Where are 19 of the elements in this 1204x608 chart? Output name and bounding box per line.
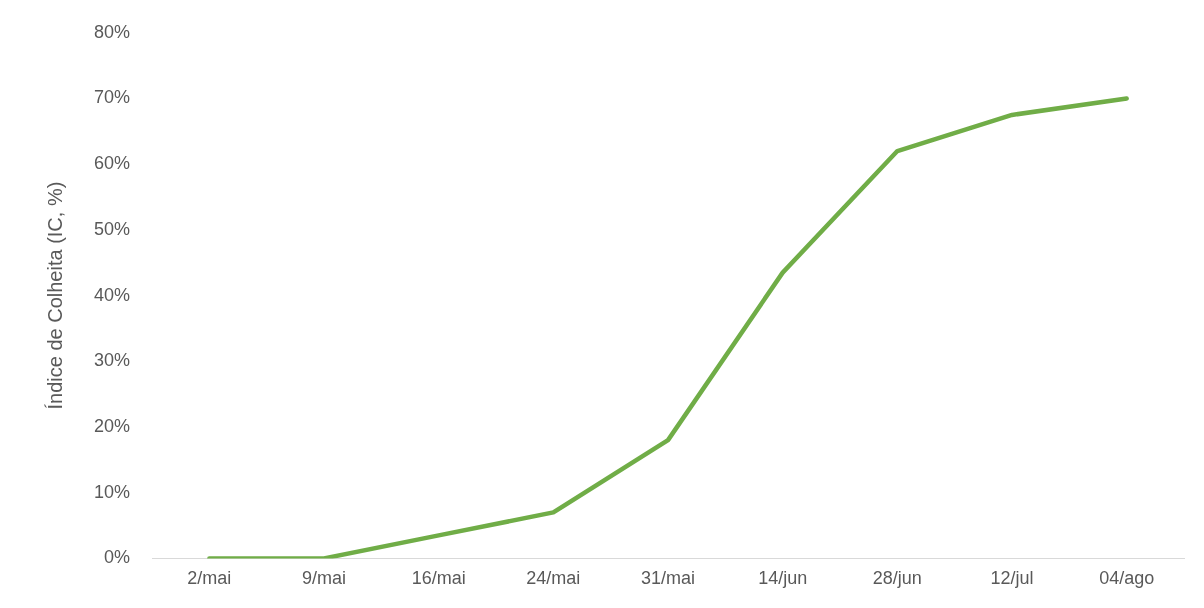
x-tick-label: 9/mai — [302, 568, 347, 589]
x-tick-label: 14/jun — [758, 568, 808, 589]
y-tick-label: 30% — [94, 350, 131, 371]
y-tick-label: 60% — [94, 153, 131, 174]
x-tick-label: 16/mai — [411, 568, 466, 589]
x-tick-label: 28/jun — [872, 568, 922, 589]
x-tick-label: 2/mai — [187, 568, 232, 589]
y-tick-label: 20% — [94, 415, 131, 436]
y-tick-label: 80% — [94, 21, 131, 42]
x-tick-label: 24/mai — [526, 568, 581, 589]
y-tick-label: 40% — [94, 284, 131, 305]
y-tick-label: 0% — [104, 547, 131, 568]
x-tick-label: 12/jul — [990, 568, 1034, 589]
y-tick-label: 70% — [94, 87, 131, 108]
y-axis-title: Índice de Colheita (IC, %) — [43, 181, 66, 410]
y-tick-label: 10% — [94, 481, 131, 502]
x-tick-label: 31/mai — [641, 568, 696, 589]
x-tick-label: 04/ago — [1099, 568, 1155, 589]
y-tick-label: 50% — [94, 218, 131, 239]
